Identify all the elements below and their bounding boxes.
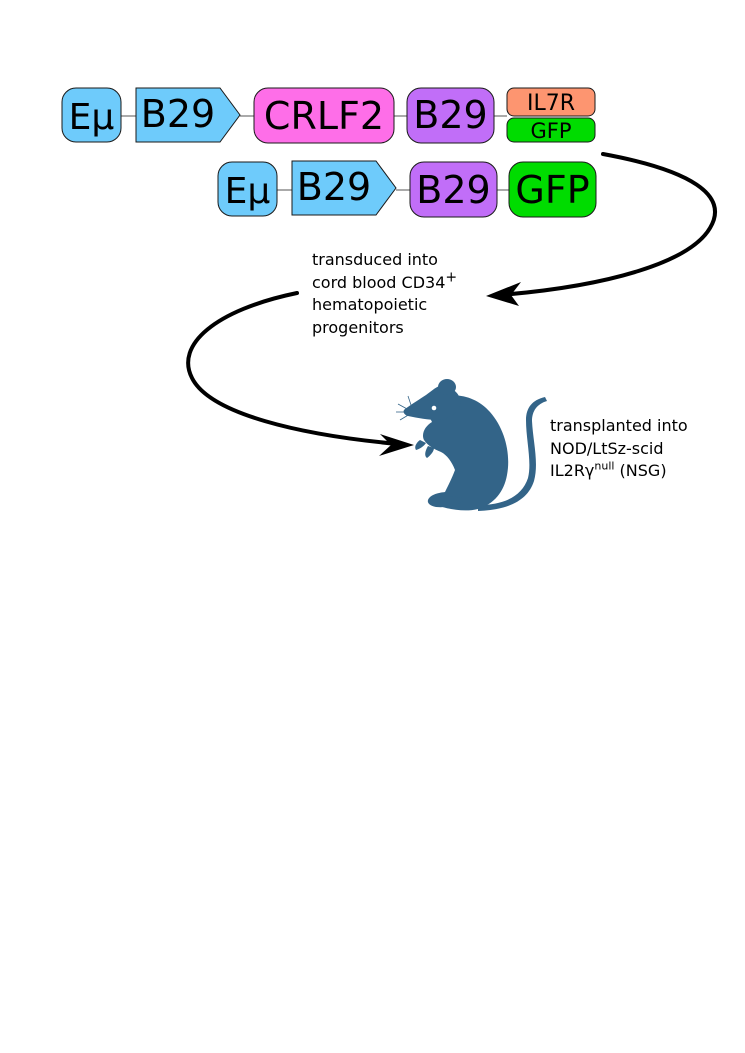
b29-label: B29 xyxy=(413,93,487,137)
caption-line: progenitors xyxy=(312,317,404,337)
gfp-small-box: GFP xyxy=(506,117,596,143)
construct-1: Eμ B29 CRLF2 B29 IL7R GFP xyxy=(61,87,596,144)
crlf2-label: CRLF2 xyxy=(264,94,384,138)
enhancer-emu-box: Eμ xyxy=(217,161,278,217)
gfp-reporter-box: GFP xyxy=(508,161,597,218)
arrowhead-icon xyxy=(486,282,521,306)
enhancer-label: Eμ xyxy=(225,171,271,212)
gfp-label: GFP xyxy=(515,168,589,212)
caption-line: NOD/LtSz-scid xyxy=(550,438,664,458)
caption-line: transplanted into xyxy=(550,416,688,435)
promoter-label: B29 xyxy=(141,92,215,136)
il7r-gene-box: IL7R xyxy=(506,87,596,117)
arrowhead-icon xyxy=(379,434,414,456)
promoter-label: B29 xyxy=(297,165,371,209)
b29-purple-box: B29 xyxy=(409,161,498,218)
caption-superscript: + xyxy=(445,269,458,286)
caption-superscript: null xyxy=(594,459,615,473)
b29-purple-box: B29 xyxy=(406,87,495,144)
caption-line: hematopoietic xyxy=(312,295,428,314)
caption-line: cord blood CD34+ xyxy=(312,269,458,295)
caption-line: IL2Rγnull (NSG) xyxy=(550,460,688,483)
enhancer-emu-box: Eμ xyxy=(61,87,122,143)
crlf2-gene-box: CRLF2 xyxy=(253,87,395,144)
mouse-icon xyxy=(396,379,547,511)
transplant-caption: transplanted into NOD/LtSz-scid IL2Rγnul… xyxy=(550,415,688,483)
transplant-arrow xyxy=(186,291,414,456)
b29-promoter-arrow: B29 xyxy=(291,160,397,216)
caption-text: (NSG) xyxy=(614,461,667,480)
gfp-small-label: GFP xyxy=(530,119,571,143)
b29-promoter-arrow: B29 xyxy=(135,87,241,143)
construct-2: Eμ B29 B29 GFP xyxy=(217,160,597,218)
enhancer-label: Eμ xyxy=(69,97,115,138)
transduction-caption: transduced into cord blood CD34+ hematop… xyxy=(312,249,457,339)
transduction-arrow xyxy=(486,152,717,306)
caption-line: transduced into xyxy=(312,250,438,269)
b29-label: B29 xyxy=(416,168,490,212)
caption-text: IL2Rγ xyxy=(550,461,595,480)
caption-text: cord blood CD34 xyxy=(312,272,446,292)
il7r-label: IL7R xyxy=(527,91,575,116)
